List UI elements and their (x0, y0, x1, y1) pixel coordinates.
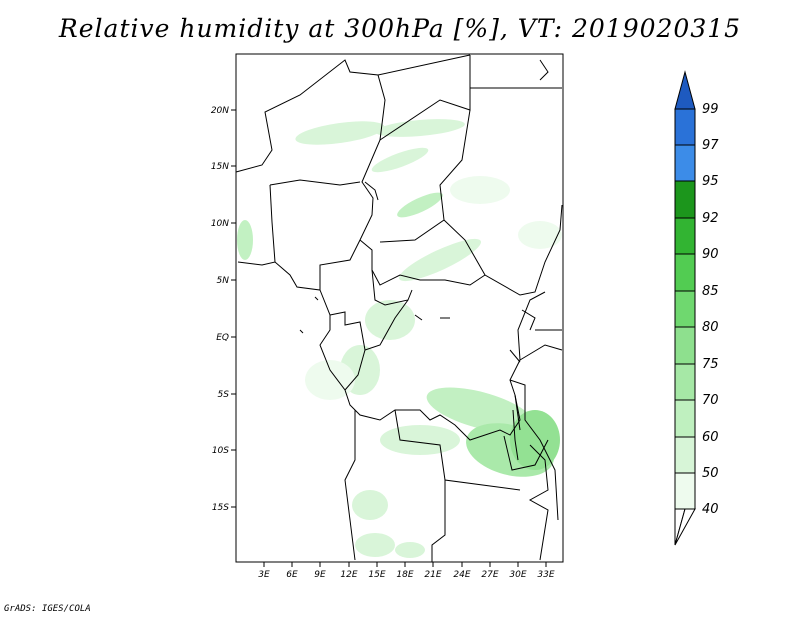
colorbar-label: 97 (702, 138, 719, 153)
lon-label: 9E (314, 570, 326, 580)
map-title: Relative humidity at 300hPa [%], VT: 201… (58, 14, 742, 43)
lat-label: 5S (218, 390, 230, 400)
lon-label: 18E (396, 570, 413, 580)
colorbar-label: 90 (702, 247, 719, 262)
colorbar-label: 40 (702, 502, 719, 517)
colorbar-label: 99 (702, 102, 719, 117)
lat-axis: 20N 15N 10N 5N EQ 5S 10S 15S (211, 106, 236, 513)
grads-credit: GrADS: IGES/COLA (4, 604, 91, 614)
colorbar-swatch (674, 290, 696, 328)
lat-label: 15S (212, 503, 229, 513)
lon-label: 12E (340, 570, 357, 580)
lon-label: 6E (286, 570, 298, 580)
colorbar (674, 70, 696, 546)
colorbar-swatch (674, 472, 696, 510)
lon-label: 3E (258, 570, 270, 580)
lat-label: 15N (211, 162, 229, 172)
colorbar-label: 70 (702, 393, 719, 408)
lat-label: 20N (211, 106, 229, 116)
colorbar-label: 75 (702, 357, 719, 372)
lat-label: 10N (211, 219, 229, 229)
lon-label: 30E (509, 570, 526, 580)
colorbar-swatch (674, 436, 696, 474)
lon-label: 33E (537, 570, 554, 580)
colorbar-swatch (674, 326, 696, 365)
colorbar-label: 95 (702, 174, 719, 189)
colorbar-swatch (674, 180, 696, 219)
colorbar-label: 92 (702, 211, 719, 226)
lon-label: 27E (481, 570, 498, 580)
colorbar-swatch (674, 144, 696, 182)
colorbar-swatch (674, 399, 696, 438)
colorbar-label: 50 (702, 466, 719, 481)
colorbar-label: 60 (702, 430, 719, 445)
lon-label: 21E (424, 570, 441, 580)
colorbar-swatch (674, 217, 696, 255)
plot-frame (235, 53, 564, 563)
country-borders (235, 54, 563, 562)
lat-label: 5N (217, 276, 230, 286)
colorbar-label: 80 (702, 320, 719, 335)
lon-label: 24E (453, 570, 470, 580)
colorbar-swatch (674, 363, 696, 401)
lat-label: EQ (216, 333, 229, 343)
colorbar-label: 85 (702, 284, 719, 299)
lon-axis: 3E 6E 9E 12E 15E 18E 21E 24E 27E 30E 33E (258, 562, 555, 580)
colorbar-swatch (674, 108, 696, 146)
colorbar-top-arrow (674, 70, 696, 110)
lon-label: 15E (368, 570, 385, 580)
colorbar-swatch (674, 253, 696, 292)
lat-label: 10S (212, 446, 229, 456)
colorbar-labels: 40 50 60 70 75 80 85 90 92 95 97 99 (702, 102, 719, 517)
